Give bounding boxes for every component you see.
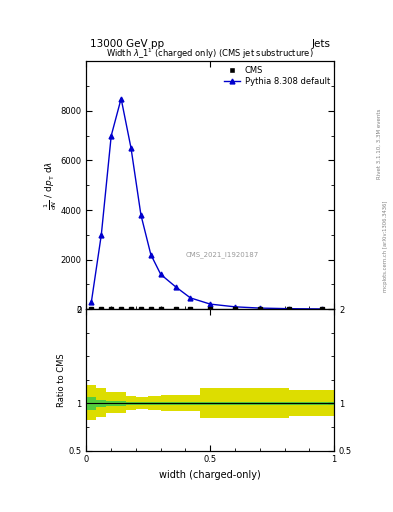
Y-axis label: $\frac{1}{\mathrm{d}N}\ /\ \mathrm{d}p_\mathrm{T}\ \mathrm{d}\lambda$: $\frac{1}{\mathrm{d}N}\ /\ \mathrm{d}p_\… [42,161,59,210]
Title: Width $\lambda\_1^1$ (charged only) (CMS jet substructure): Width $\lambda\_1^1$ (charged only) (CMS… [107,47,314,61]
Text: Jets: Jets [311,38,330,49]
Text: CMS_2021_I1920187: CMS_2021_I1920187 [186,251,259,258]
Text: Rivet 3.1.10, 3.3M events: Rivet 3.1.10, 3.3M events [377,108,382,179]
X-axis label: width (charged-only): width (charged-only) [160,470,261,480]
Y-axis label: Ratio to CMS: Ratio to CMS [57,353,66,407]
Legend: CMS, Pythia 8.308 default: CMS, Pythia 8.308 default [224,66,330,86]
Text: 13000 GeV pp: 13000 GeV pp [90,38,165,49]
Text: mcplots.cern.ch [arXiv:1306.3436]: mcplots.cern.ch [arXiv:1306.3436] [383,200,387,291]
